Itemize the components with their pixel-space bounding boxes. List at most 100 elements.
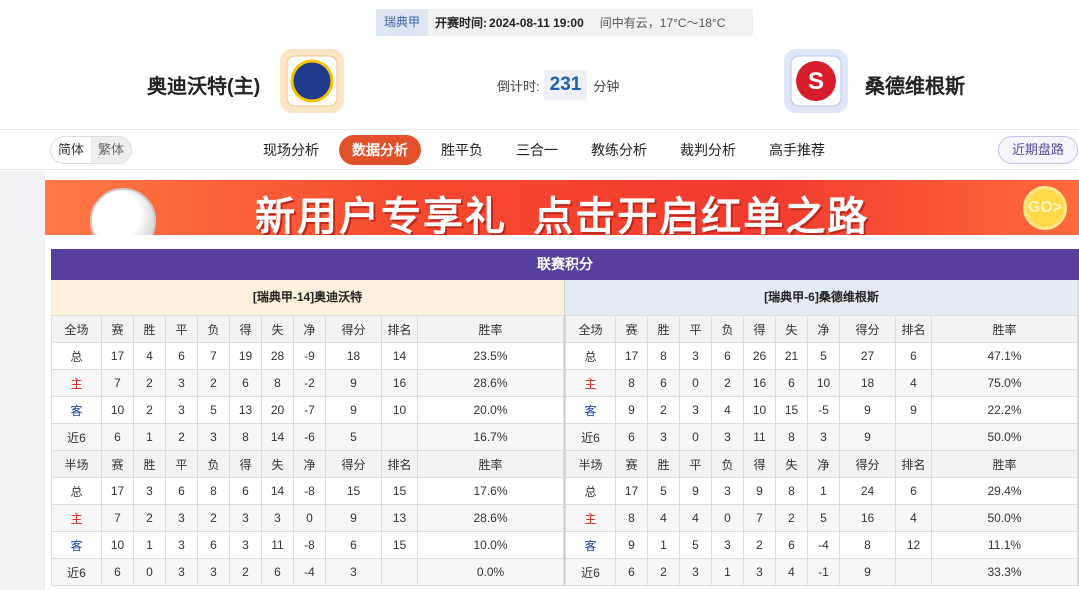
cell: 6: [101, 423, 134, 451]
side-header: [瑞典甲-14]奥迪沃特: [51, 280, 564, 315]
column-header: 平: [679, 450, 712, 478]
lang-simplified[interactable]: 简体: [58, 142, 85, 157]
cell: -2: [293, 369, 326, 397]
cell: 10: [807, 369, 840, 397]
side-background: [0, 171, 45, 590]
cell: 28: [261, 342, 294, 370]
nav-tab[interactable]: 胜平负: [441, 142, 483, 158]
standings: 联赛积分 [瑞典甲-14]奥迪沃特 全场赛胜平负得失净得分 排名 胜率总 17 4 6 7 19…: [51, 249, 1079, 586]
cell: 3: [197, 423, 230, 451]
cell: 9: [325, 396, 382, 424]
cell: 15: [325, 477, 382, 505]
row-label: 主: [51, 504, 102, 532]
nav-tab[interactable]: 现场分析: [263, 142, 319, 158]
home-logo: [280, 49, 344, 113]
cell: 2: [165, 423, 198, 451]
nav-tab[interactable]: 高手推荐: [769, 142, 825, 158]
cell: 10: [743, 396, 776, 424]
time-label: 开赛时间:: [435, 16, 488, 30]
column-header: 失: [261, 315, 294, 343]
standings-row: 总 17 8 3 6 26 21 5 27 6 47.1%: [565, 342, 1078, 370]
cell: 5: [807, 504, 840, 532]
column-header: 得: [229, 315, 262, 343]
column-header: 全场: [565, 315, 616, 343]
cell: 0: [679, 369, 712, 397]
cell: 2: [197, 369, 230, 397]
cell: 6: [229, 477, 262, 505]
cell: 1: [647, 531, 680, 559]
cell: 8: [261, 369, 294, 397]
column-header: 排名: [895, 450, 932, 478]
column-header: 得: [229, 450, 262, 478]
cell: 6: [229, 369, 262, 397]
cell: 6: [261, 558, 294, 586]
cell: 10: [381, 396, 418, 424]
cell: 14: [261, 423, 294, 451]
standings-table: 全场赛胜平负得失净得分 排名 胜率总 17 8 3 6 26 21 5 27 6 47.1% 主 8 6 0 2 1…: [565, 315, 1078, 586]
standings-row: 主 7 2 3 2 3 3 0 9 13 28.6%: [51, 504, 564, 532]
column-header: 负: [711, 450, 744, 478]
cell: 33.3%: [931, 558, 1078, 586]
cell: 6: [895, 342, 932, 370]
promo-banner[interactable]: 新用户专享礼 点击开启红单之路 GO>: [45, 180, 1079, 235]
lang-traditional[interactable]: 繁体: [91, 137, 132, 163]
recent-odds-button[interactable]: 近期盘路: [998, 136, 1078, 164]
league: 瑞典甲: [376, 9, 429, 36]
cell: 7: [197, 342, 230, 370]
cell: 1: [133, 423, 166, 451]
nav-tab[interactable]: 数据分析: [339, 135, 421, 165]
cell: 5: [197, 396, 230, 424]
nav-tab[interactable]: 三合一: [516, 142, 558, 158]
cell: 9: [615, 396, 648, 424]
cell: 5: [679, 531, 712, 559]
column-header: 胜率: [931, 450, 1078, 478]
standings-row: 主 8 6 0 2 16 6 10 18 4 75.0%: [565, 369, 1078, 397]
column-header: 负: [197, 450, 230, 478]
tabs: 现场分析 数据分析 胜平负 三合一 教练分析 裁判分析 高手推荐: [250, 135, 845, 165]
column-header: 排名: [381, 315, 418, 343]
cell: 11.1%: [931, 531, 1078, 559]
cell: 26: [743, 342, 776, 370]
cell: 2: [647, 396, 680, 424]
standings-row: 客 9 1 5 3 2 6 -4 8 12 11.1%: [565, 531, 1078, 559]
cell: 15: [381, 531, 418, 559]
nav-tab[interactable]: 教练分析: [591, 142, 647, 158]
column-header-row: 半场赛胜平负得失净得分 排名 胜率: [51, 450, 564, 478]
cell: 13: [229, 396, 262, 424]
column-header: 平: [679, 315, 712, 343]
cell: [895, 558, 932, 586]
cell: 17: [615, 477, 648, 505]
cell: 4: [775, 558, 808, 586]
standings-row: 近6 6 3 0 3 11 8 3 9 50.0%: [565, 423, 1078, 451]
cell: 6: [615, 558, 648, 586]
cell: 2: [775, 504, 808, 532]
standings-row: 客 9 2 3 4 10 15 -5 9 9 22.2%: [565, 396, 1078, 424]
column-header: 负: [711, 315, 744, 343]
column-header: 排名: [381, 450, 418, 478]
cell: 3: [229, 504, 262, 532]
banner-go[interactable]: GO>: [1023, 186, 1067, 230]
row-label: 客: [51, 396, 102, 424]
cell: 28.6%: [417, 504, 564, 532]
cell: 7: [101, 504, 134, 532]
cell: 3: [647, 423, 680, 451]
cell: 6: [615, 423, 648, 451]
cell: 8: [229, 423, 262, 451]
nav-bar: [0, 129, 1079, 170]
cell: [895, 423, 932, 451]
cell: 4: [133, 342, 166, 370]
cell: 28.6%: [417, 369, 564, 397]
cell: 4: [711, 396, 744, 424]
cell: 6: [711, 342, 744, 370]
column-header: 负: [197, 315, 230, 343]
cell: 7: [743, 504, 776, 532]
cell: 11: [743, 423, 776, 451]
column-header-row: 全场赛胜平负得失净得分 排名 胜率: [51, 315, 564, 343]
cell: 2: [711, 369, 744, 397]
language-switch: 简体 繁体: [50, 136, 133, 164]
cell: [381, 423, 418, 451]
column-header: 半场: [51, 450, 102, 478]
cell: 29.4%: [931, 477, 1078, 505]
row-label: 客: [51, 531, 102, 559]
nav-tab[interactable]: 裁判分析: [680, 142, 736, 158]
